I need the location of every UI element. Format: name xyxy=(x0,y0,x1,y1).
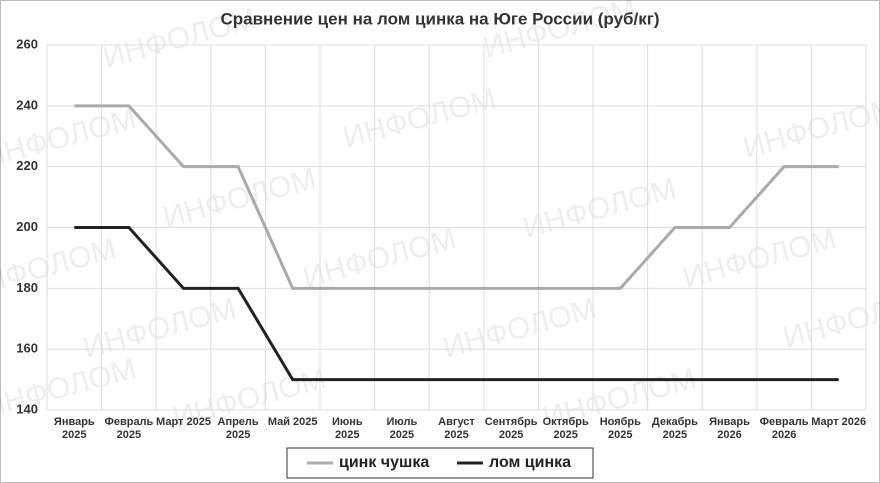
x-tick-label: Апрель 2025 xyxy=(217,416,259,441)
x-tick-label: Декабрь 2025 xyxy=(651,416,698,441)
legend-label: цинк чушка xyxy=(339,454,429,471)
chart-title: Сравнение цен на лом цинка на Юге России… xyxy=(220,9,659,28)
watermark: ИНФОЛОМ xyxy=(439,292,599,365)
x-tick-label: Август 2025 xyxy=(438,416,475,441)
x-tick-label: Февраль 2025 xyxy=(104,416,154,441)
watermark: ИНФОЛОМ xyxy=(739,92,880,165)
y-tick-label: 180 xyxy=(16,280,38,295)
y-tick-label: 160 xyxy=(16,341,38,356)
y-tick-label: 260 xyxy=(16,36,38,51)
x-tick-label: Январь 2026 xyxy=(709,416,750,441)
x-tick-label: Ноябрь 2025 xyxy=(599,416,641,441)
x-tick-label: Июнь 2025 xyxy=(331,416,363,441)
y-tick-label: 200 xyxy=(16,219,38,234)
x-tick-label: Июль 2025 xyxy=(386,416,418,441)
x-tick-label: Сентябрь 2025 xyxy=(484,416,538,441)
x-tick-label: Май 2025 xyxy=(267,416,318,428)
watermark: ИНФОЛОМ xyxy=(779,282,880,355)
y-tick-label: 140 xyxy=(16,401,38,416)
x-tick-label: Февраль 2026 xyxy=(759,416,809,441)
legend-box xyxy=(286,447,594,479)
watermark: ИНФОЛОМ xyxy=(339,82,499,155)
watermark: ИНФОЛОМ xyxy=(299,222,459,295)
x-tick-label: Март 2026 xyxy=(811,416,867,428)
watermark: ИНФОЛОМ xyxy=(79,292,239,365)
series-line xyxy=(74,226,839,382)
x-tick-label: Январь 2025 xyxy=(53,416,95,441)
legend-label: лом цинка xyxy=(489,454,571,471)
y-tick-label: 220 xyxy=(16,158,38,173)
x-tick-label: Октябрь 2025 xyxy=(542,416,589,441)
y-tick-label: 240 xyxy=(16,97,38,112)
watermark: ИНФОЛОМ xyxy=(679,222,839,295)
series-line xyxy=(74,104,839,290)
watermark: ИНФОЛОМ xyxy=(519,172,679,245)
x-tick-label: Март 2025 xyxy=(156,416,211,428)
